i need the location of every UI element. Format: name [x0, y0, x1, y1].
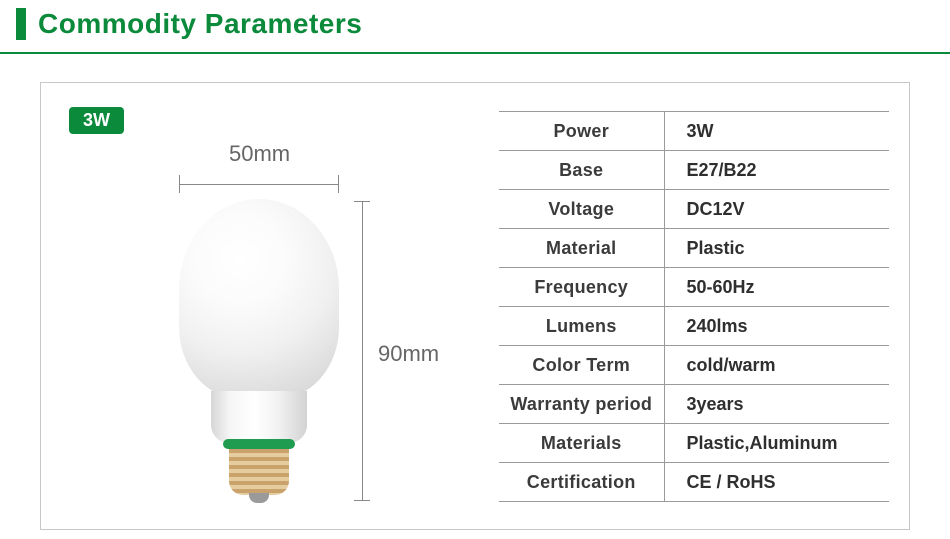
table-row: BaseE27/B22	[499, 151, 889, 190]
param-value: 3W	[664, 112, 889, 151]
table-row: Frequency50-60Hz	[499, 268, 889, 307]
param-value: E27/B22	[664, 151, 889, 190]
table-row: MaterialsPlastic,Aluminum	[499, 424, 889, 463]
dimension-width-line	[179, 175, 339, 193]
header-underline	[0, 52, 950, 54]
param-key: Certification	[499, 463, 664, 502]
illustration-panel: 3W 50mm 90mm	[69, 107, 489, 509]
dimension-width-label: 50mm	[229, 141, 290, 167]
param-value: Plastic	[664, 229, 889, 268]
param-key: Base	[499, 151, 664, 190]
bulb-tip	[249, 493, 269, 503]
table-row: Lumens240lms	[499, 307, 889, 346]
parameters-card: 3W 50mm 90mm Power3WBaseE27/B22VoltageDC…	[40, 82, 910, 530]
param-key: Frequency	[499, 268, 664, 307]
param-key: Color Term	[499, 346, 664, 385]
header: Commodity Parameters	[0, 0, 950, 52]
param-key: Materials	[499, 424, 664, 463]
param-value: 50-60Hz	[664, 268, 889, 307]
param-value: Plastic,Aluminum	[664, 424, 889, 463]
param-value: CE / RoHS	[664, 463, 889, 502]
param-key: Material	[499, 229, 664, 268]
param-value: DC12V	[664, 190, 889, 229]
param-key: Power	[499, 112, 664, 151]
bulb-collar	[223, 439, 295, 449]
table-row: Warranty period3years	[499, 385, 889, 424]
param-value: 3years	[664, 385, 889, 424]
param-key: Voltage	[499, 190, 664, 229]
table-row: MaterialPlastic	[499, 229, 889, 268]
bulb-neck	[211, 391, 307, 443]
bulb-illustration	[179, 199, 339, 499]
table-row: VoltageDC12V	[499, 190, 889, 229]
table-row: Power3W	[499, 112, 889, 151]
dimension-height-label: 90mm	[378, 341, 439, 367]
dimension-height-line: 90mm	[354, 201, 424, 501]
parameters-panel: Power3WBaseE27/B22VoltageDC12VMaterialPl…	[489, 107, 889, 509]
param-value: 240lms	[664, 307, 889, 346]
param-key: Warranty period	[499, 385, 664, 424]
bulb-glass	[179, 199, 339, 399]
table-row: CertificationCE / RoHS	[499, 463, 889, 502]
bulb-thread	[229, 449, 289, 495]
wattage-badge: 3W	[69, 107, 124, 134]
bulb-stage: 50mm 90mm	[179, 141, 439, 521]
parameters-table: Power3WBaseE27/B22VoltageDC12VMaterialPl…	[499, 111, 889, 502]
table-row: Color Termcold/warm	[499, 346, 889, 385]
param-value: cold/warm	[664, 346, 889, 385]
page-title: Commodity Parameters	[38, 8, 362, 40]
header-accent-bar	[16, 8, 26, 40]
param-key: Lumens	[499, 307, 664, 346]
